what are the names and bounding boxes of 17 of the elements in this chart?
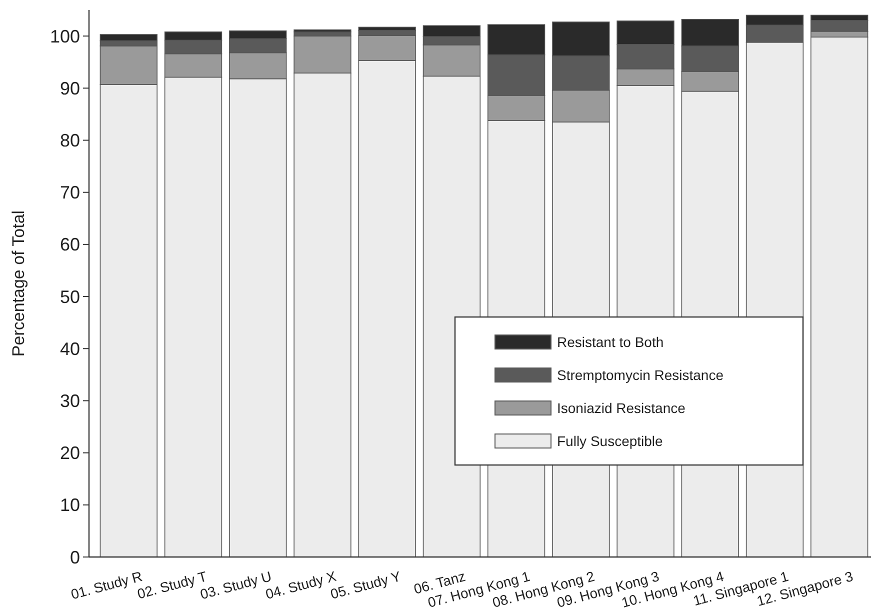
y-tick-label: 80: [60, 130, 80, 151]
y-tick-label: 10: [60, 495, 80, 516]
y-tick-label: 90: [60, 78, 80, 98]
y-tick-label: 40: [60, 338, 80, 359]
legend-label: Fully Susceptible: [557, 432, 664, 449]
legend-label: Isoniazid Resistance: [557, 400, 686, 416]
legend-label: Resistant to Both: [557, 334, 664, 350]
y-tick-label: 60: [60, 234, 80, 255]
y-tick-label: 70: [60, 182, 80, 203]
legend-label: Stremptomycin Resistance: [557, 366, 724, 383]
y-tick-label: 100: [50, 26, 80, 46]
y-tick-label: 20: [60, 443, 80, 464]
y-axis-title: Percentage of Total: [9, 210, 28, 357]
y-tick-label: 0: [70, 547, 80, 568]
bar: [294, 29, 352, 32]
y-tick-label: 30: [60, 391, 80, 412]
y-tick-label: 50: [60, 286, 80, 307]
